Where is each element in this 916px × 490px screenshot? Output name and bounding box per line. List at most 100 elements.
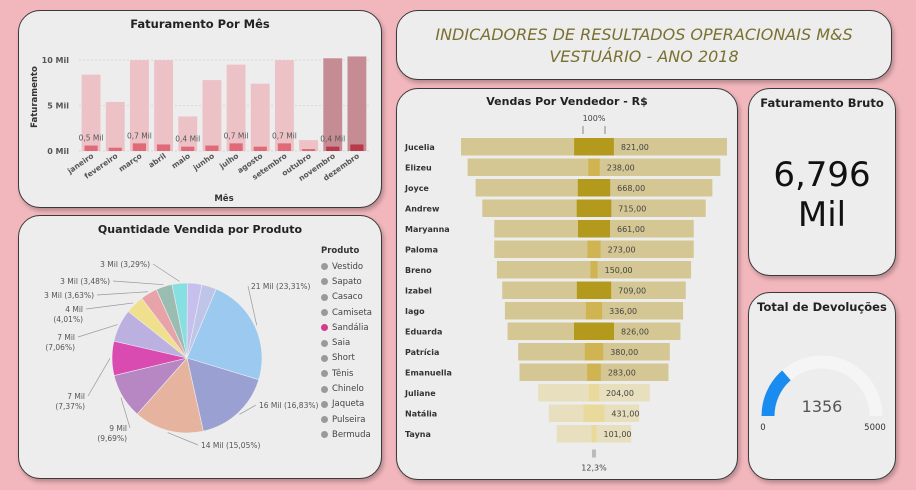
x-axis-label: Mês	[214, 193, 233, 204]
pie-leader-line	[167, 432, 199, 446]
legend-item-camiseta[interactable]: Camiseta	[321, 305, 372, 320]
legend-item-label: Chinelo	[332, 384, 364, 395]
legend-item-label: Short	[332, 353, 355, 364]
bar-agosto	[250, 83, 270, 151]
pie-data-label: 9 Mil (9,69%)	[97, 424, 127, 443]
seller-label: Emanuella	[405, 369, 452, 378]
inner-bar-fevereiro	[108, 147, 122, 151]
seller-label: Breno	[405, 266, 432, 275]
seller-label: Tayna	[405, 430, 431, 439]
faturamento-por-mes-title: Faturamento Por Mês	[130, 17, 270, 31]
funnel-inner-bar	[574, 138, 614, 156]
funnel-inner-bar	[577, 179, 611, 197]
pie-data-label: 4 Mil (4,01%)	[53, 305, 83, 324]
legend-item-short[interactable]: Short	[321, 351, 372, 366]
bar-janeiro	[81, 74, 101, 151]
pie-leader-line	[87, 358, 111, 397]
seller-value-label: 821,00	[621, 143, 649, 152]
bottom-percent-label: 12,3%	[581, 464, 607, 473]
pie-leader-line	[112, 280, 164, 286]
vendas-por-vendedor-card: Vendas Por Vendedor - R$ 100% Jucelia 821,…	[396, 88, 738, 480]
pie-slice-Vestido	[186, 288, 263, 381]
inner-bar-setembro	[277, 143, 292, 151]
gauge-value: 1356	[802, 397, 843, 416]
seller-value-label: 238,00	[607, 164, 635, 173]
seller-label: Elizeu	[405, 164, 432, 173]
total-devolucoes-title: Total de Devoluções	[757, 300, 887, 314]
pie-leader-line	[120, 397, 131, 429]
legend-item-label: Vestido	[332, 261, 364, 272]
quantidade-por-produto-card: Quantidade Vendida por Produto 21 Mil (2…	[18, 215, 382, 479]
inner-bar-julho	[229, 143, 243, 151]
bar-maio	[178, 116, 198, 151]
funnel-inner-bar	[590, 261, 598, 279]
total-devolucoes-card: Total de Devoluções 1356 0 5000	[748, 292, 896, 480]
legend-item-pulseira[interactable]: Pulseira	[321, 412, 372, 427]
pie-data-label: 7 Mil (7,37%)	[55, 392, 85, 411]
top-percent-label: 100%	[583, 114, 606, 123]
gauge-min-label: 0	[760, 423, 765, 433]
quantidade-por-produto-chart: 21 Mil (23,31%) 16 Mil (16,83%) 14 Mil (15…	[44, 260, 318, 450]
legend-item-label: Bermuda	[332, 429, 371, 440]
faturamento-por-mes-card: Faturamento Por Mês 0 Mil 5 Mil 10 Mil Fatu…	[18, 10, 382, 208]
seller-label: Patrícia	[405, 348, 439, 357]
inner-bar-dezembro	[350, 144, 364, 151]
funnel-inner-bar	[574, 322, 614, 340]
y-tick-label: 0 Mil	[47, 147, 69, 156]
funnel-inner-bar	[576, 281, 612, 299]
bar-junho	[202, 80, 222, 151]
legend-item-vestido[interactable]: Vestido	[321, 259, 372, 274]
legend-item-bermuda[interactable]: Bermuda	[321, 427, 372, 442]
inner-bar-outubro	[301, 149, 316, 151]
inner-bar-março	[132, 143, 147, 151]
pie-data-label: 3 Mil (3,63%)	[44, 291, 94, 300]
inner-bar-maio	[181, 146, 195, 151]
seller-label: Jucelia	[404, 143, 435, 152]
y-tick-label: 10 Mil	[42, 56, 70, 65]
legend-item-sandália[interactable]: Sandália	[321, 320, 372, 335]
legend-item-tênis[interactable]: Tênis	[321, 366, 372, 381]
data-label: 0,4 Mil	[320, 135, 345, 144]
inner-bar-agosto	[253, 146, 267, 151]
seller-label: Juliane	[404, 389, 436, 398]
legend-item-label: Saia	[332, 338, 351, 349]
legend-item-jaqueta[interactable]: Jaqueta	[321, 397, 372, 412]
legend-item-label: Tênis	[332, 368, 354, 379]
data-label: 0,7 Mil	[127, 131, 152, 140]
seller-value-label: 668,00	[617, 184, 645, 193]
legend-item-label: Sapato	[332, 276, 362, 287]
funnel-inner-bar	[584, 343, 604, 361]
funnel-inner-bar	[587, 363, 601, 381]
legend-dot-icon	[321, 431, 328, 439]
vendas-por-vendedor-chart: 100% Jucelia 821,00 Elizeu 238,00 Joyce 668,00…	[404, 114, 727, 473]
inner-bar-novembro	[326, 146, 340, 151]
legend-item-saia[interactable]: Saia	[321, 335, 372, 350]
pie-data-label: 3 Mil (3,48%)	[60, 277, 110, 286]
dashboard-title: INDICADORES DE RESULTADOS OPERACIONAIS M…	[397, 24, 891, 68]
legend-title: Produto	[321, 246, 360, 256]
inner-bar-janeiro	[84, 145, 98, 151]
pie-leader-line	[152, 263, 180, 282]
pie-leader-line	[239, 404, 257, 415]
seller-label: Maryanna	[405, 225, 450, 234]
seller-value-label: 826,00	[621, 328, 649, 337]
y-axis-label: Faturamento	[30, 66, 40, 128]
seller-value-label: 273,00	[608, 246, 636, 255]
legend-dot-icon	[321, 263, 328, 271]
faturamento-bruto-card: Faturamento Bruto 6,796 Mil	[748, 88, 896, 276]
gauge-max-label: 5000	[864, 423, 886, 433]
legend-item-label: Sandália	[332, 322, 369, 333]
legend-item-sapato[interactable]: Sapato	[321, 274, 372, 289]
legend-item-casaco[interactable]: Casaco	[321, 290, 372, 305]
funnel-inner-bar	[585, 302, 603, 320]
data-label: 0,4 Mil	[175, 135, 200, 144]
funnel-inner-bar	[591, 425, 597, 443]
seller-value-label: 150,00	[605, 266, 633, 275]
legend-item-chinelo[interactable]: Chinelo	[321, 381, 372, 396]
seller-value-label: 101,00	[604, 430, 632, 439]
faturamento-bruto-value: 6,796 Mil	[749, 155, 895, 235]
pie-data-label: 3 Mil (3,29%)	[100, 260, 150, 269]
pie-data-label: 14 Mil (15,05%)	[201, 441, 260, 450]
pie-leader-line	[85, 302, 134, 310]
legend-item-label: Casaco	[332, 292, 363, 303]
